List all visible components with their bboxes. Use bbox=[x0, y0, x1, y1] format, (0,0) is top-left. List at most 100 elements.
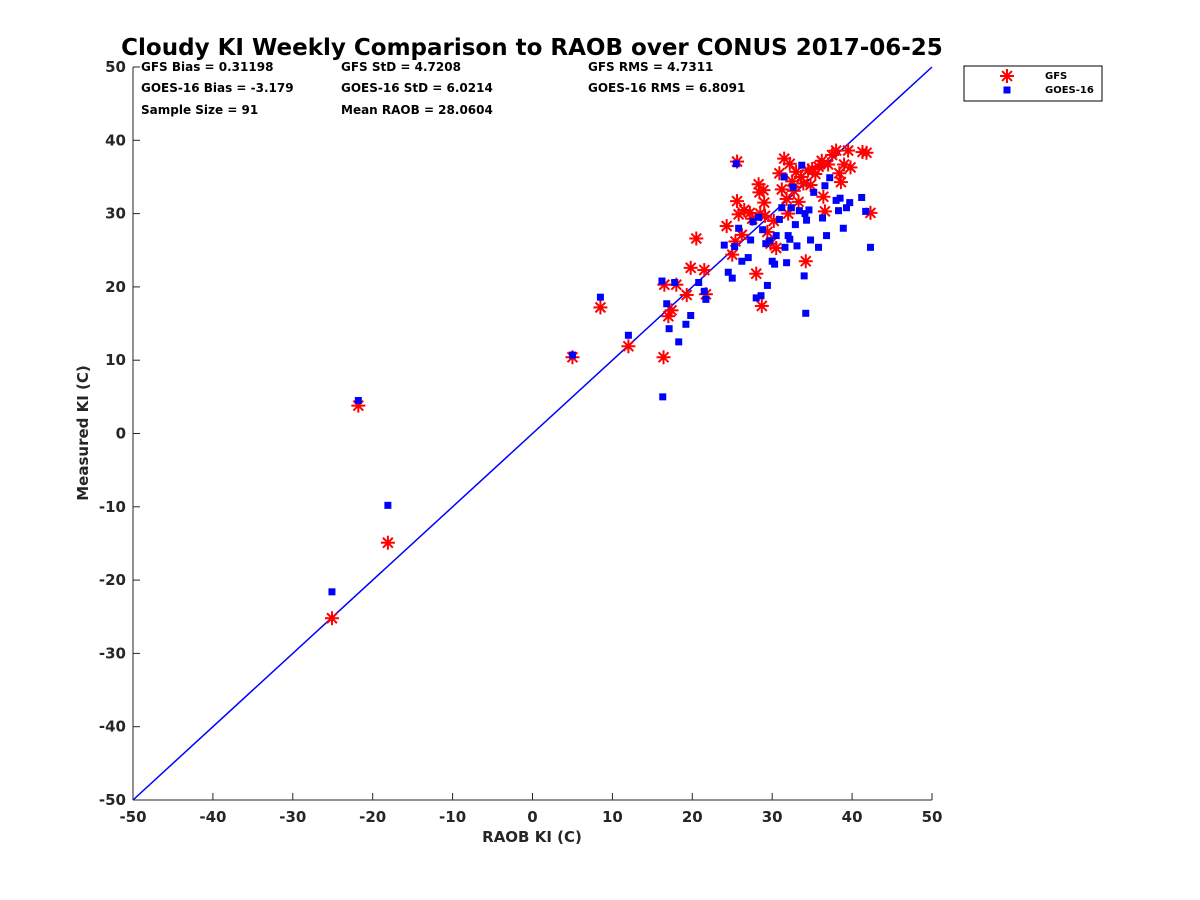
goes16-point bbox=[815, 243, 823, 251]
plot-area: -50 -40 -30 -20 -10 0 10 20 30 40 50 -50-40-30-20-… bbox=[99, 58, 943, 826]
goes16-point bbox=[724, 268, 732, 276]
goes16-point bbox=[568, 351, 576, 359]
goes16-point bbox=[328, 588, 336, 596]
gfs-point bbox=[829, 143, 844, 158]
gfs-series bbox=[324, 143, 878, 626]
y-tick-label: 20 bbox=[105, 278, 126, 296]
goes16-point bbox=[671, 279, 679, 287]
goes16-point bbox=[789, 183, 797, 191]
gfs-point bbox=[811, 159, 826, 174]
goes16-point bbox=[862, 207, 870, 215]
goes16-point bbox=[780, 173, 788, 181]
legend-gfs-marker bbox=[1000, 69, 1014, 83]
goes16-point bbox=[839, 224, 847, 232]
goes16-point bbox=[784, 232, 792, 240]
goes16-point bbox=[823, 232, 831, 240]
goes16-point bbox=[843, 204, 851, 212]
x-tick-label: 50 bbox=[922, 808, 943, 826]
stat-goes-std: GOES-16 StD = 6.0214 bbox=[341, 81, 493, 95]
goes16-point bbox=[786, 235, 794, 243]
gfs-point bbox=[719, 219, 734, 234]
y-tick-label: 0 bbox=[116, 425, 126, 443]
legend-goes16-label: GOES-16 bbox=[1045, 85, 1094, 96]
chart-title: Cloudy KI Weekly Comparison to RAOB over… bbox=[121, 35, 943, 61]
gfs-point bbox=[749, 266, 764, 281]
goes16-point bbox=[700, 287, 708, 295]
goes16-point bbox=[783, 259, 791, 267]
goes16-point bbox=[858, 193, 866, 201]
stat-goes-rms: GOES-16 RMS = 6.8091 bbox=[588, 81, 745, 95]
x-tick-label: -30 bbox=[279, 808, 306, 826]
goes16-point bbox=[731, 243, 739, 251]
gfs-point bbox=[769, 241, 784, 256]
goes16-point bbox=[781, 243, 789, 251]
x-tick-label: 30 bbox=[762, 808, 783, 826]
goes16-point bbox=[846, 199, 854, 207]
goes16-point bbox=[759, 226, 767, 234]
y-tick-label: -50 bbox=[99, 791, 126, 809]
x-tick-label: -50 bbox=[119, 808, 146, 826]
goes16-point bbox=[687, 311, 695, 319]
gfs-point bbox=[833, 175, 848, 190]
goes16-point bbox=[795, 207, 803, 215]
goes16-point bbox=[772, 232, 780, 240]
goes16-point bbox=[728, 274, 736, 282]
x-tick-label: -10 bbox=[439, 808, 466, 826]
goes16-point bbox=[720, 241, 728, 249]
goes16-point bbox=[835, 207, 843, 215]
gfs-point bbox=[814, 153, 829, 168]
gfs-point bbox=[756, 183, 771, 198]
stat-gfs-std: GFS StD = 4.7208 bbox=[341, 60, 461, 74]
x-axis-ticks: -50 -40 -30 -20 -10 0 10 20 30 40 50 bbox=[119, 793, 942, 826]
legend-box bbox=[963, 65, 1103, 102]
goes16-point bbox=[821, 182, 829, 190]
goes16-point bbox=[663, 300, 671, 308]
goes16-series bbox=[328, 160, 874, 596]
goes16-point bbox=[771, 260, 779, 268]
x-tick-label: 10 bbox=[602, 808, 623, 826]
x-axis-label: RAOB KI (C) bbox=[482, 828, 582, 846]
gfs-point bbox=[689, 231, 704, 246]
goes16-point bbox=[810, 188, 818, 196]
x-tick-label: 0 bbox=[527, 808, 537, 826]
gfs-point bbox=[791, 194, 806, 209]
gfs-point bbox=[843, 160, 858, 175]
goes16-point bbox=[695, 279, 703, 287]
y-axis-ticks: -50 -40 -30 -20 -10 0 10 20 30 40 50 bbox=[99, 58, 140, 809]
gfs-point bbox=[683, 260, 698, 275]
goes16-point bbox=[775, 215, 783, 223]
goes16-point bbox=[749, 218, 757, 226]
gfs-point bbox=[859, 145, 874, 160]
goes16-point bbox=[819, 214, 827, 222]
x-tick-label: 20 bbox=[682, 808, 703, 826]
stat-gfs-bias: GFS Bias = 0.31198 bbox=[141, 60, 273, 74]
goes16-point bbox=[682, 320, 690, 328]
gfs-point bbox=[730, 194, 745, 209]
goes16-point bbox=[787, 204, 795, 212]
reference-line bbox=[132, 66, 933, 801]
gfs-point bbox=[816, 189, 831, 204]
y-tick-label: -20 bbox=[99, 571, 126, 589]
goes16-point bbox=[762, 240, 770, 248]
goes16-point bbox=[596, 293, 604, 301]
gfs-point bbox=[782, 156, 797, 171]
x-tick-label: -40 bbox=[199, 808, 226, 826]
goes16-point bbox=[832, 196, 840, 204]
y-axis-label: Measured KI (C) bbox=[74, 365, 92, 501]
gfs-point bbox=[324, 611, 339, 626]
y-tick-label: 50 bbox=[105, 58, 126, 76]
goes16-point bbox=[800, 272, 808, 280]
goes16-point bbox=[735, 224, 743, 232]
stats-block: GFS Bias = 0.31198 GFS StD = 4.7208 GFS … bbox=[141, 60, 745, 117]
y-tick-label: -30 bbox=[99, 644, 126, 662]
goes16-point bbox=[752, 294, 760, 302]
goes16-point bbox=[675, 338, 683, 346]
gfs-point bbox=[754, 298, 769, 313]
goes16-point bbox=[803, 216, 811, 224]
goes16-point bbox=[836, 194, 844, 202]
gfs-point bbox=[656, 350, 671, 365]
stat-sample-size: Sample Size = 91 bbox=[141, 103, 258, 117]
goes16-point bbox=[732, 160, 740, 168]
gfs-point bbox=[803, 178, 818, 193]
stat-mean-raob: Mean RAOB = 28.0604 bbox=[341, 103, 493, 117]
